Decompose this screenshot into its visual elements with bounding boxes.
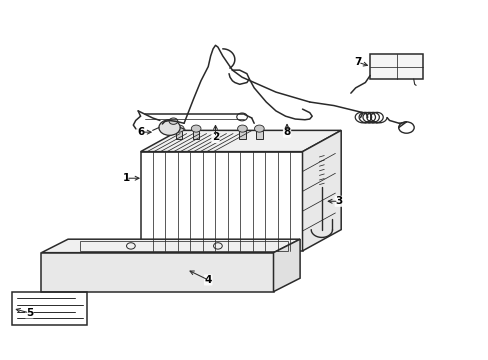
Polygon shape bbox=[239, 131, 245, 139]
Polygon shape bbox=[140, 130, 341, 152]
Circle shape bbox=[191, 125, 201, 132]
Text: 2: 2 bbox=[211, 132, 219, 143]
Polygon shape bbox=[256, 131, 262, 139]
Circle shape bbox=[254, 125, 264, 132]
Polygon shape bbox=[41, 253, 273, 292]
Polygon shape bbox=[41, 239, 300, 253]
Polygon shape bbox=[176, 131, 182, 139]
Text: 7: 7 bbox=[354, 57, 361, 67]
Text: 1: 1 bbox=[122, 173, 129, 183]
Circle shape bbox=[237, 125, 247, 132]
Polygon shape bbox=[369, 54, 423, 79]
Text: 8: 8 bbox=[283, 127, 290, 137]
Polygon shape bbox=[302, 130, 341, 251]
Text: 5: 5 bbox=[26, 308, 33, 318]
Text: 6: 6 bbox=[137, 127, 144, 137]
Polygon shape bbox=[273, 239, 300, 292]
Text: 4: 4 bbox=[204, 275, 211, 285]
Circle shape bbox=[174, 125, 183, 132]
Circle shape bbox=[169, 118, 178, 124]
Circle shape bbox=[159, 120, 180, 135]
Polygon shape bbox=[193, 131, 199, 139]
Text: 3: 3 bbox=[334, 196, 342, 206]
